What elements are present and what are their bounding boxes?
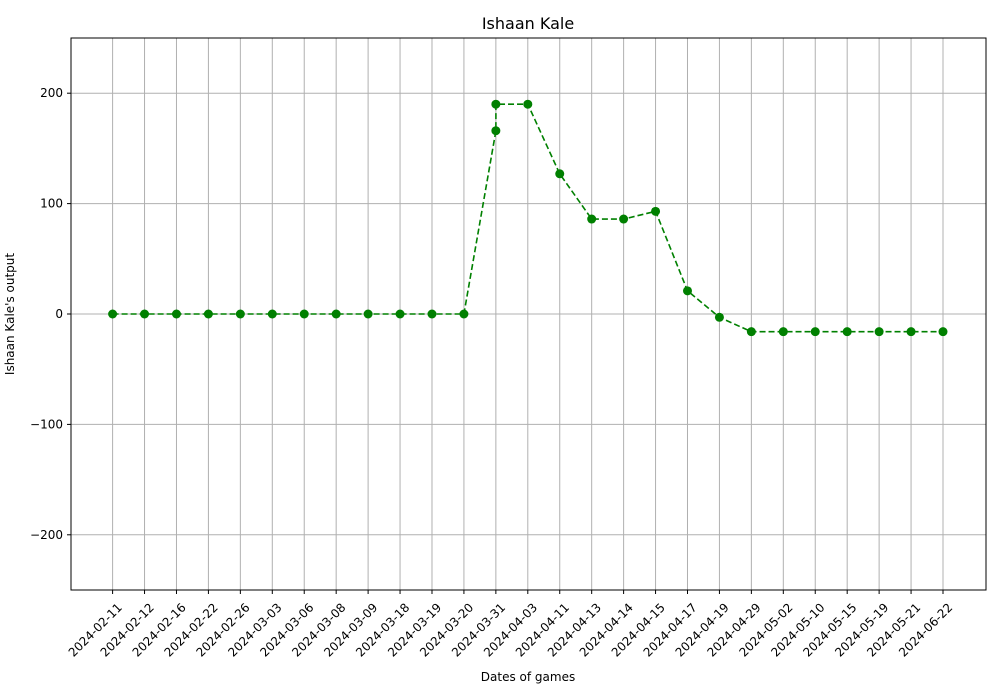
data-point — [842, 327, 852, 337]
y-tick-label: 200 — [40, 86, 63, 100]
data-point — [108, 309, 118, 319]
data-point — [171, 309, 181, 319]
data-point — [491, 99, 501, 109]
data-point — [523, 99, 533, 109]
data-point — [619, 214, 629, 224]
data-point — [938, 327, 948, 337]
series-line — [112, 103, 943, 333]
data-point — [140, 309, 150, 319]
data-point — [363, 309, 373, 319]
x-axis-label: Dates of games — [481, 670, 575, 684]
series-layer — [108, 99, 948, 337]
data-point — [714, 312, 724, 322]
data-point — [459, 309, 469, 319]
data-point — [746, 327, 756, 337]
data-point — [810, 327, 820, 337]
data-point — [331, 309, 341, 319]
y-tick-label: 0 — [55, 307, 63, 321]
data-point — [778, 327, 788, 337]
y-tick-label: −100 — [30, 417, 63, 431]
data-point — [491, 126, 501, 136]
data-point — [203, 309, 213, 319]
data-point — [555, 169, 565, 179]
data-point — [874, 327, 884, 337]
data-point — [682, 286, 692, 296]
data-point — [395, 309, 405, 319]
data-point — [267, 309, 277, 319]
data-point — [427, 309, 437, 319]
data-point — [587, 214, 597, 224]
data-point — [299, 309, 309, 319]
y-axis-label: Ishaan Kale's output — [3, 253, 17, 375]
y-tick-label: −200 — [30, 528, 63, 542]
y-tick-label: 100 — [40, 197, 63, 211]
chart-title: Ishaan Kale — [482, 14, 574, 33]
data-point — [651, 206, 661, 216]
data-point — [906, 327, 916, 337]
data-point — [235, 309, 245, 319]
